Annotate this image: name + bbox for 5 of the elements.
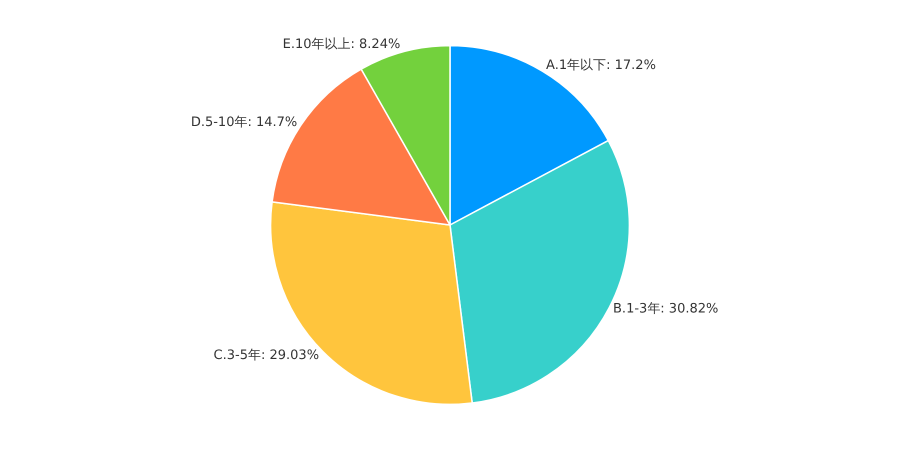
slice-label: D.5-10年: 14.7% — [190, 115, 298, 130]
slice-label: A.1年以下: 17.2% — [546, 58, 656, 74]
slice-label: E.10年以上: 8.24% — [282, 37, 400, 52]
slice-label: C.3-5年: 29.03% — [214, 348, 320, 363]
slice-label: B.1-3年: 30.82% — [613, 302, 718, 317]
